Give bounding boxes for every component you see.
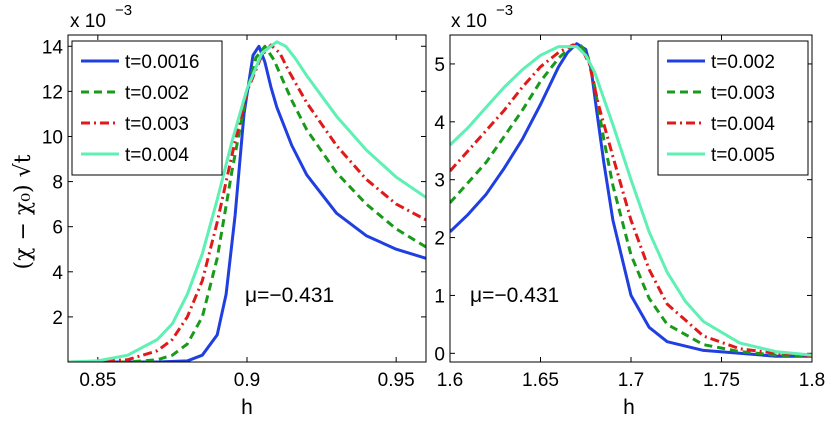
- series-line-t=0.005: [450, 45, 812, 357]
- legend-label: t=0.004: [125, 145, 189, 166]
- annotation-right: μ=−0.431: [470, 284, 559, 307]
- x-tick-label: 0.9: [234, 370, 260, 391]
- x-ticks-right: 1.6 1.65 1.7 1.75 1.8: [437, 35, 825, 391]
- series-lines-left: [68, 40, 426, 362]
- legend-label: t=0.003: [711, 83, 775, 104]
- x-tick-label: 0.85: [79, 370, 116, 391]
- y-exponent-right: −3: [496, 2, 513, 19]
- y-tick-label: 2: [52, 308, 63, 329]
- x-tick-label: 1.7: [618, 370, 644, 391]
- chart-left: x 10 −3 2 4 6 8 10 12 14 0.85 0.9 0.95 h μ=−0.43…: [42, 2, 427, 419]
- y-exponent-left: −3: [115, 2, 132, 19]
- annotation-left: μ=−0.431: [245, 284, 334, 307]
- series-line-t=0.0016: [68, 44, 426, 362]
- legend-label: t=0.005: [711, 145, 775, 166]
- legend-label: t=0.002: [711, 52, 775, 73]
- y-tick-label: 4: [52, 263, 63, 284]
- series-line-t=0.003: [68, 43, 426, 362]
- y-axis-label: (χ − χ₀) √t: [11, 154, 36, 269]
- y-tick-label: 4: [434, 113, 445, 134]
- legend-label: t=0.002: [125, 83, 189, 104]
- legend-label: t=0.004: [711, 114, 775, 135]
- y-tick-label: 5: [434, 55, 445, 76]
- y-ticks-left: 2 4 6 8 10 12 14: [42, 37, 426, 329]
- y-tick-label: 2: [434, 229, 445, 250]
- y-tick-label: 10: [42, 127, 63, 148]
- x-axis-label-right: h: [623, 396, 635, 419]
- plot-frame-left: [67, 34, 427, 363]
- legend-right: t=0.002 t=0.003 t=0.004 t=0.005: [657, 40, 809, 176]
- x-axis-label-left: h: [241, 396, 253, 419]
- legend-left: t=0.0016 t=0.002 t=0.003 t=0.004: [71, 40, 223, 176]
- y-multiplier-right: x 10: [451, 11, 487, 32]
- x-tick-label: 1.8: [799, 370, 825, 391]
- y-axis-label-text: (χ − χ₀) √t: [11, 154, 36, 269]
- x-tick-label: 1.6: [437, 370, 463, 391]
- plot-frame-right: [449, 34, 813, 363]
- legend-label: t=0.0016: [125, 52, 200, 73]
- y-tick-label: 14: [42, 37, 64, 58]
- chart-right: x 10 −3 0 1 2 3 4 5 1.6 1.65 1.7 1.75 1.8 h μ=−0.…: [434, 2, 825, 419]
- series-line-t=0.004: [68, 40, 426, 362]
- y-tick-label: 6: [52, 218, 63, 239]
- y-tick-label: 8: [52, 173, 63, 194]
- x-tick-label: 1.75: [703, 370, 740, 391]
- y-ticks-right: 0 1 2 3 4 5: [434, 55, 812, 365]
- y-tick-label: 0: [434, 344, 445, 365]
- y-tick-label: 1: [434, 286, 445, 307]
- y-multiplier-left: x 10: [70, 11, 106, 32]
- series-line-t=0.002: [68, 44, 426, 362]
- series-lines-right: [450, 42, 812, 358]
- y-tick-label: 12: [42, 82, 63, 103]
- x-ticks-left: 0.85 0.9 0.95: [79, 35, 415, 391]
- x-tick-label: 0.95: [378, 370, 415, 391]
- x-tick-label: 1.65: [522, 370, 559, 391]
- y-tick-label: 3: [434, 171, 445, 192]
- legend-label: t=0.003: [125, 114, 189, 135]
